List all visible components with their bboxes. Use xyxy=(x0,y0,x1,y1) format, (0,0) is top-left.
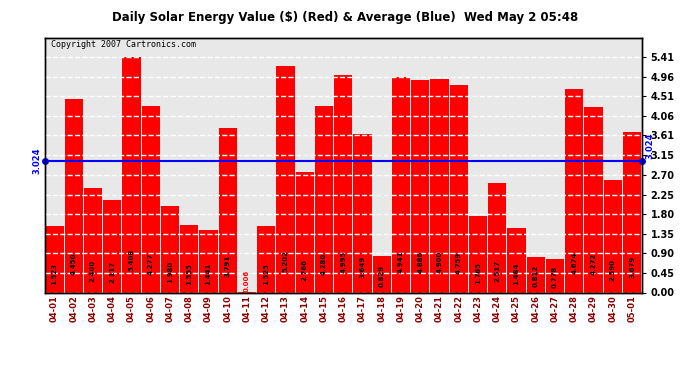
Text: 3.024: 3.024 xyxy=(646,132,655,159)
Text: 2.400: 2.400 xyxy=(90,260,96,282)
Text: 3.649: 3.649 xyxy=(359,255,366,278)
Bar xyxy=(84,188,102,292)
Bar xyxy=(604,180,622,292)
Bar xyxy=(488,183,506,292)
Text: 5.202: 5.202 xyxy=(282,251,288,272)
Bar xyxy=(315,106,333,292)
Text: 4.272: 4.272 xyxy=(591,254,597,276)
Bar xyxy=(507,228,526,292)
Bar xyxy=(565,89,584,292)
Text: 4.277: 4.277 xyxy=(148,253,154,275)
Text: 4.900: 4.900 xyxy=(437,251,442,273)
Bar xyxy=(373,256,391,292)
Text: 0.778: 0.778 xyxy=(552,266,558,288)
Text: 3.791: 3.791 xyxy=(225,255,230,277)
Bar xyxy=(584,106,602,292)
Text: 4.674: 4.674 xyxy=(571,252,578,274)
Text: 1.555: 1.555 xyxy=(186,263,193,285)
Bar xyxy=(353,134,372,292)
Bar xyxy=(411,80,429,292)
Text: 1.523: 1.523 xyxy=(52,263,57,285)
Bar xyxy=(277,66,295,292)
Text: 2.117: 2.117 xyxy=(109,261,115,283)
Bar xyxy=(199,230,217,292)
Text: 3.679: 3.679 xyxy=(629,255,635,278)
Text: 2.517: 2.517 xyxy=(494,260,500,282)
Text: 0.829: 0.829 xyxy=(379,266,385,288)
Text: 4.941: 4.941 xyxy=(398,251,404,273)
Bar xyxy=(546,259,564,292)
Bar xyxy=(526,257,545,292)
Bar xyxy=(450,86,468,292)
Bar xyxy=(392,78,410,292)
Bar xyxy=(103,200,121,292)
Text: 4.759: 4.759 xyxy=(456,252,462,274)
Text: 0.812: 0.812 xyxy=(533,266,539,288)
Text: Copyright 2007 Cartronics.com: Copyright 2007 Cartronics.com xyxy=(51,40,196,49)
Bar xyxy=(431,79,448,292)
Text: Daily Solar Energy Value ($) (Red) & Average (Blue)  Wed May 2 05:48: Daily Solar Energy Value ($) (Red) & Ave… xyxy=(112,11,578,24)
Bar xyxy=(469,216,487,292)
Bar xyxy=(219,128,237,292)
Bar xyxy=(122,57,141,292)
Text: 2.766: 2.766 xyxy=(302,259,308,281)
Bar xyxy=(180,225,199,292)
Text: 1.980: 1.980 xyxy=(167,261,173,284)
Bar xyxy=(161,206,179,292)
Bar xyxy=(46,226,63,292)
Text: 5.408: 5.408 xyxy=(128,249,135,272)
Text: 1.525: 1.525 xyxy=(264,263,269,285)
Text: 2.590: 2.590 xyxy=(610,259,615,281)
Bar xyxy=(623,132,641,292)
Text: 4.995: 4.995 xyxy=(340,251,346,273)
Bar xyxy=(141,106,160,292)
Text: 3.024: 3.024 xyxy=(32,148,41,174)
Bar xyxy=(65,99,83,292)
Text: 1.484: 1.484 xyxy=(513,262,520,285)
Text: 4.886: 4.886 xyxy=(417,251,423,273)
Text: 0.006: 0.006 xyxy=(244,270,250,292)
Text: 1.441: 1.441 xyxy=(206,263,212,285)
Text: 1.765: 1.765 xyxy=(475,262,481,284)
Text: 4.280: 4.280 xyxy=(321,253,327,275)
Bar xyxy=(334,75,353,292)
Bar xyxy=(257,226,275,292)
Text: 4.450: 4.450 xyxy=(71,252,77,275)
Bar xyxy=(295,172,314,292)
